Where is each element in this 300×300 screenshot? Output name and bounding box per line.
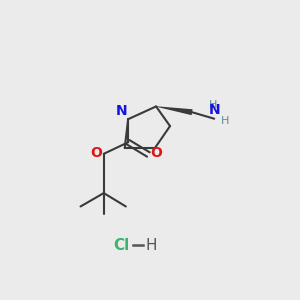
Text: O: O bbox=[91, 146, 103, 160]
Text: H: H bbox=[221, 116, 230, 126]
Text: N: N bbox=[116, 104, 127, 118]
Polygon shape bbox=[156, 106, 193, 115]
Text: Cl: Cl bbox=[113, 238, 129, 253]
Text: H: H bbox=[146, 238, 157, 253]
Text: O: O bbox=[150, 146, 162, 160]
Text: N: N bbox=[208, 103, 220, 117]
Text: H: H bbox=[209, 100, 217, 110]
